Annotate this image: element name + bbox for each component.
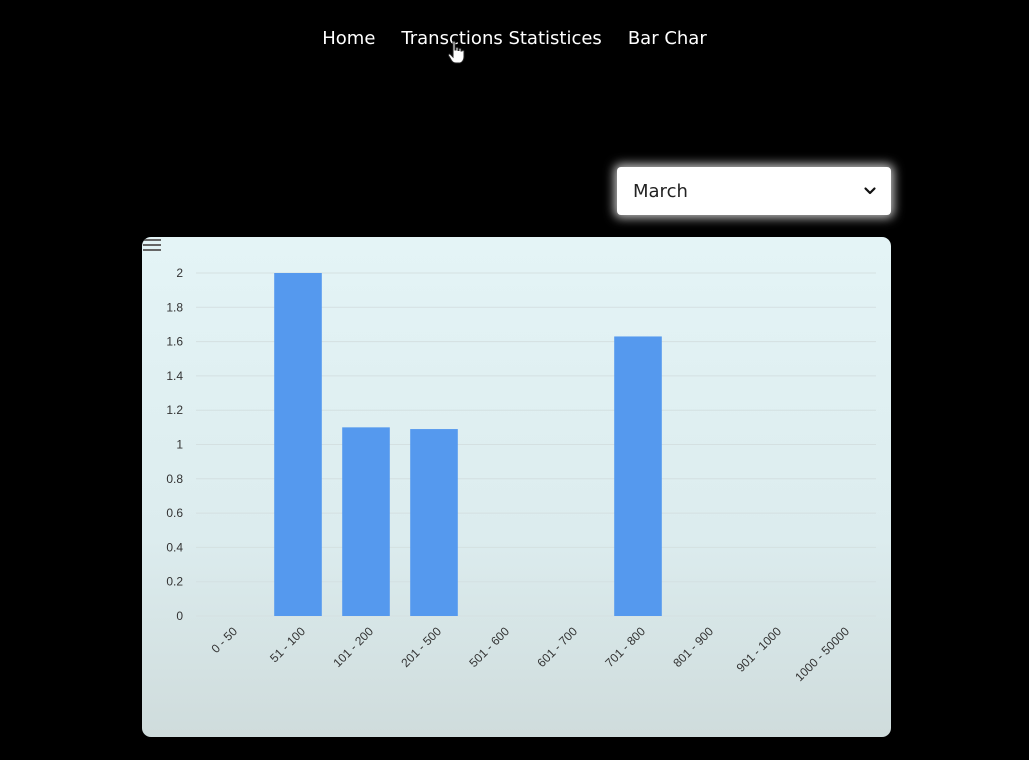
x-tick-label: 0 - 50: [209, 624, 241, 656]
x-tick-label: 201 - 500: [398, 624, 444, 670]
y-tick-label: 2: [176, 266, 183, 280]
y-tick-label: 0.8: [166, 472, 183, 486]
x-tick-label: 701 - 800: [602, 624, 648, 670]
month-select-value: March: [633, 180, 688, 202]
chart-menu-icon[interactable]: [142, 237, 162, 253]
bar-chart-card: 0 0.2 0.4 0.6 0.8 1 1.2 1.4 1.6 1.8 2 0 - 50 51 - 1…: [142, 237, 891, 737]
x-tick-label: 901 - 1000: [734, 624, 785, 675]
x-tick-label: 601 - 700: [534, 624, 580, 670]
x-tick-label: 1000 - 50000: [792, 624, 852, 684]
bars: [274, 273, 662, 616]
top-nav: Home Transctions Statistices Bar Char: [0, 28, 1029, 49]
y-tick-label: 1: [176, 438, 183, 452]
y-tick-label: 1.2: [166, 403, 183, 417]
x-axis-ticks: 0 - 50 51 - 100 101 - 200 201 - 500 501 - 60…: [209, 624, 853, 684]
x-tick-label: 501 - 600: [466, 624, 512, 670]
x-tick-label: 801 - 900: [670, 624, 716, 670]
nav-transactions-statistics-link[interactable]: Transctions Statistices: [401, 28, 602, 49]
x-tick-label: 101 - 200: [330, 624, 376, 670]
bar-chart: 0 0.2 0.4 0.6 0.8 1 1.2 1.4 1.6 1.8 2 0 - 50 51 - 1…: [166, 266, 876, 684]
y-tick-label: 0.2: [166, 575, 183, 589]
nav-bar-chart-link[interactable]: Bar Char: [627, 28, 707, 49]
y-tick-label: 1.6: [166, 335, 183, 349]
bar[interactable]: [274, 273, 322, 616]
x-tick-label: 51 - 100: [267, 624, 308, 665]
bar[interactable]: [342, 427, 390, 616]
chevron-down-icon: [864, 187, 876, 195]
bar[interactable]: [614, 336, 662, 616]
bar[interactable]: [410, 429, 458, 616]
y-tick-label: 1.8: [166, 300, 183, 314]
nav-home-link[interactable]: Home: [322, 28, 376, 49]
y-axis-ticks: 0 0.2 0.4 0.6 0.8 1 1.2 1.4 1.6 1.8 2: [166, 266, 183, 623]
y-tick-label: 0.4: [166, 540, 183, 554]
y-tick-label: 0: [176, 609, 183, 623]
y-tick-label: 1.4: [166, 369, 183, 383]
month-select[interactable]: March: [617, 167, 891, 215]
hand-pointer-icon: [447, 40, 465, 64]
y-tick-label: 0.6: [166, 506, 183, 520]
